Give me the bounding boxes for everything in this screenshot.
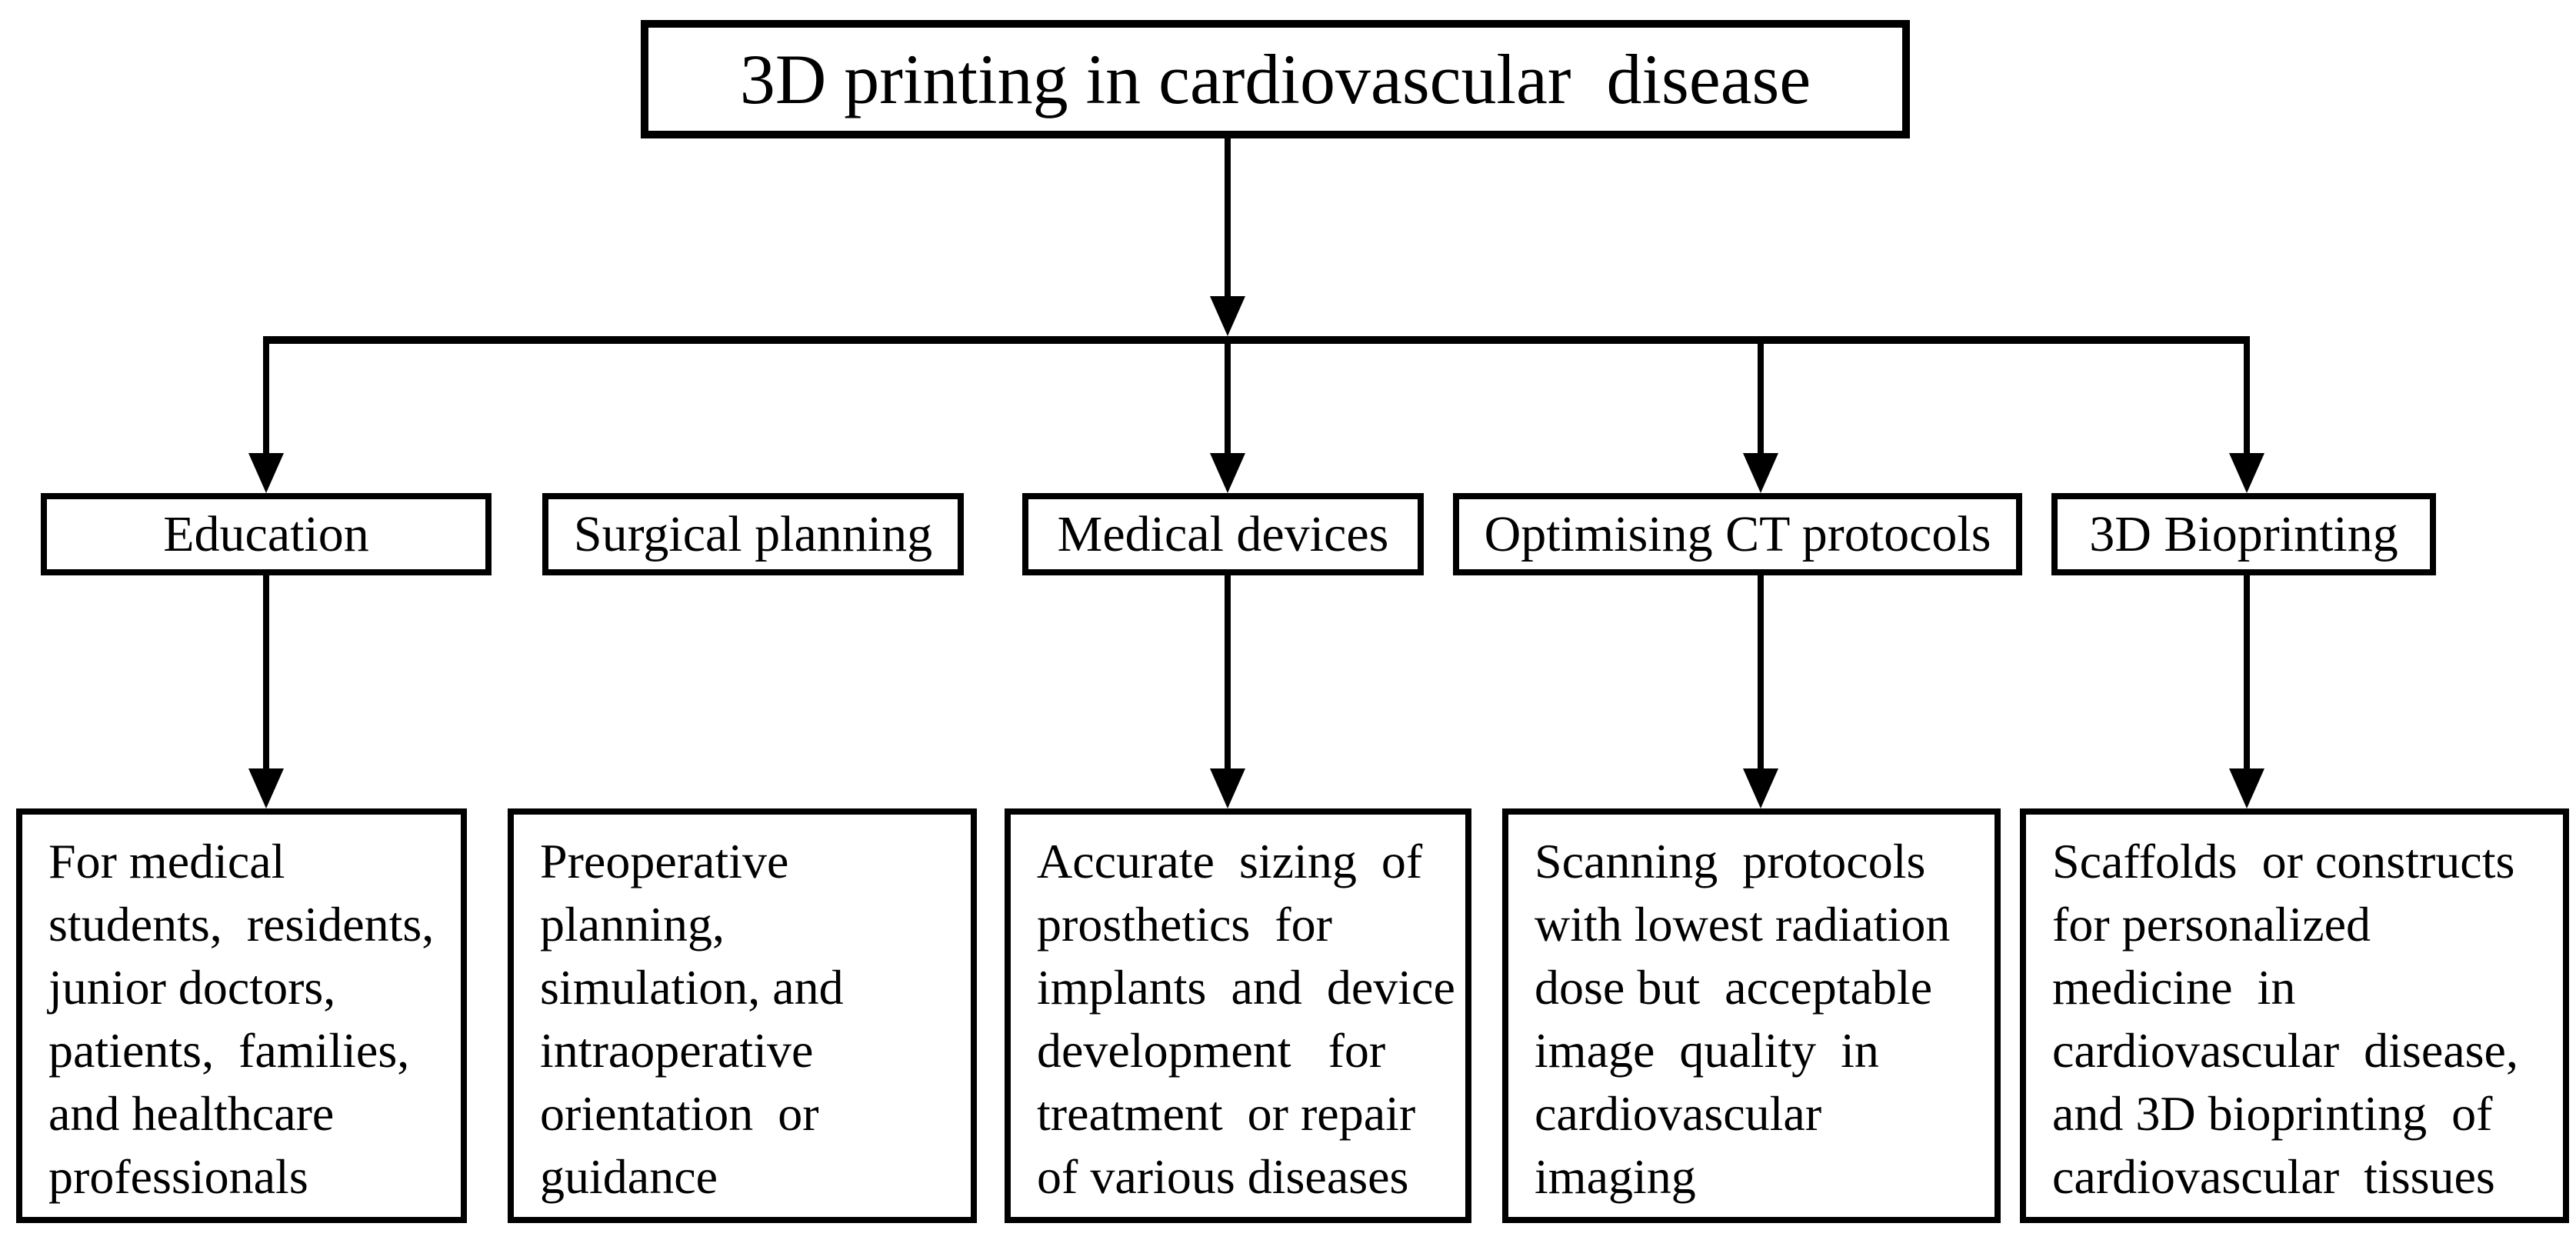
branch-label: Surgical planning	[573, 505, 933, 562]
description-line: cardiovascular tissues	[2052, 1149, 2495, 1204]
description-line: cardiovascular disease,	[2052, 1023, 2518, 1078]
title-box: 3D printing in cardiovascular disease	[641, 20, 1910, 138]
description-line: of various diseases	[1037, 1149, 1409, 1204]
connector-medical-devices-to-description	[1225, 575, 1231, 772]
description-box-education: For medical students, residents, junior …	[16, 808, 467, 1223]
description-line: Scanning protocols	[1535, 834, 1926, 888]
branch-box-surgical-planning: Surgical planning	[542, 493, 964, 575]
page-title: 3D printing in cardiovascular disease	[739, 40, 1811, 118]
description-line: junior doctors,	[48, 960, 336, 1015]
description-line: and 3D bioprinting of	[2052, 1086, 2493, 1141]
description-line: For medical	[48, 834, 285, 888]
connector-rail-to-ct-protocols	[1758, 344, 1764, 456]
description-line: prosthetics for	[1037, 897, 1332, 952]
branch-label: Education	[163, 505, 369, 562]
description-line: image quality in	[1535, 1023, 1879, 1078]
connector-title-shaft	[1225, 138, 1231, 298]
connector-rail-to-medical-devices	[1225, 344, 1231, 456]
arrow-down-icon-bioprinting-description	[2229, 768, 2264, 808]
branch-box-ct-protocols: Optimising CT protocols	[1453, 493, 2022, 575]
branch-box-education: Education	[41, 493, 492, 575]
description-box-ct-protocols: Scanning protocols with lowest radiation…	[1502, 808, 2001, 1223]
description-box-surgical-planning: Preoperative planning, simulation, and i…	[508, 808, 977, 1223]
description-line: medicine in	[2052, 960, 2296, 1015]
description-line: Accurate sizing of	[1037, 834, 1423, 888]
arrow-down-icon-medical-devices	[1210, 453, 1245, 493]
description-line: cardiovascular	[1535, 1086, 1822, 1141]
description-line: patients, families,	[48, 1023, 410, 1078]
description-line: students, residents,	[48, 897, 435, 952]
description-line: intraoperative	[540, 1023, 814, 1078]
description-line: Preoperative	[540, 834, 789, 888]
description-box-bioprinting: Scaffolds or constructs for personalized…	[2020, 808, 2569, 1223]
description-line: planning,	[540, 897, 725, 952]
branch-label: Medical devices	[1057, 505, 1389, 562]
description-line: implants and device	[1037, 960, 1455, 1015]
arrow-down-icon-bioprinting	[2229, 453, 2264, 493]
description-line: treatment or repair	[1037, 1086, 1416, 1141]
arrow-down-icon-medical-devices-description	[1210, 768, 1245, 808]
description-line: for personalized	[2052, 897, 2371, 952]
connector-bioprinting-to-description	[2244, 575, 2250, 772]
arrow-down-icon-ct-protocols	[1743, 453, 1778, 493]
connector-ct-protocols-to-description	[1758, 575, 1764, 772]
arrow-down-icon-ct-protocols-description	[1743, 768, 1778, 808]
description-line: simulation, and	[540, 960, 844, 1015]
connector-rail	[263, 336, 2250, 344]
description-box-medical-devices: Accurate sizing of prosthetics for impla…	[1005, 808, 1471, 1223]
description-line: and healthcare	[48, 1086, 335, 1141]
connector-rail-to-education	[263, 344, 269, 456]
branch-label: 3D Bioprinting	[2089, 505, 2398, 562]
branch-box-bioprinting: 3D Bioprinting	[2051, 493, 2436, 575]
description-line: dose but acceptable	[1535, 960, 1933, 1015]
arrow-down-icon-title	[1210, 296, 1245, 336]
connector-rail-to-bioprinting	[2244, 344, 2250, 456]
description-line: Scaffolds or constructs	[2052, 834, 2515, 888]
arrow-down-icon-education	[248, 453, 284, 493]
description-line: orientation or	[540, 1086, 819, 1141]
branch-label: Optimising CT protocols	[1484, 505, 1991, 562]
arrow-down-icon-education-description	[248, 768, 284, 808]
description-line: professionals	[48, 1149, 308, 1204]
description-line: guidance	[540, 1149, 718, 1204]
branch-box-medical-devices: Medical devices	[1022, 493, 1424, 575]
description-line: with lowest radiation	[1535, 897, 1951, 952]
description-line: development for	[1037, 1023, 1386, 1078]
description-line: imaging	[1535, 1149, 1696, 1204]
connector-education-to-description	[263, 575, 269, 772]
